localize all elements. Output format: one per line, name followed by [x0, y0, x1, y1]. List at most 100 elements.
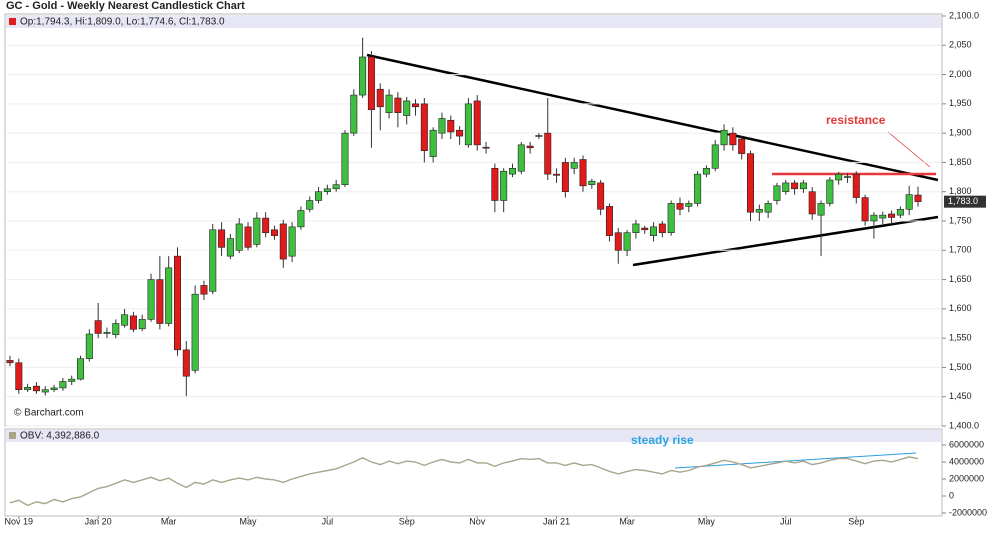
candle-body — [332, 184, 340, 190]
candle-body — [24, 387, 32, 390]
source: © Barchart.com — [14, 408, 84, 419]
candle-body — [535, 135, 543, 137]
candle-body — [200, 285, 208, 295]
candle-body — [597, 182, 605, 210]
candle-body — [350, 94, 358, 134]
y-tick-label: 6000000 — [949, 439, 984, 449]
candle-body — [235, 223, 243, 251]
x-tick-label: May — [698, 516, 716, 526]
candle-body — [764, 203, 772, 213]
candle-body — [59, 381, 67, 389]
candle-body — [632, 223, 640, 234]
candle-body — [711, 144, 719, 169]
candle-body — [94, 320, 102, 334]
candle-body — [685, 203, 693, 207]
candle-body — [253, 217, 261, 245]
candle-body — [323, 188, 331, 193]
candle-body — [218, 229, 226, 248]
y-tick-label: 4000000 — [949, 456, 984, 466]
candle-body — [747, 153, 755, 213]
candle-body — [279, 223, 287, 260]
candle-body — [15, 362, 23, 390]
y-tick-label: 1,900 — [949, 128, 972, 138]
candle-body — [614, 232, 622, 251]
candle-body — [702, 167, 710, 175]
candle-body — [385, 94, 393, 113]
y-tick-label: 1,650 — [949, 274, 972, 284]
rise-line — [674, 452, 917, 469]
legend-swatch — [9, 18, 16, 25]
candle-body — [588, 180, 596, 185]
candle-body — [394, 97, 402, 113]
y-tick-label: 2,000 — [949, 69, 972, 79]
candle-body — [870, 214, 878, 222]
candle-body — [367, 56, 375, 111]
candle-body — [129, 315, 137, 330]
x-tick-label: Mar — [161, 516, 177, 526]
x-tick-label: Nov 19 — [5, 516, 34, 526]
candle-body — [482, 146, 490, 149]
candle-body — [262, 217, 270, 234]
annotation: resistance — [826, 113, 886, 127]
x-tick-label: Jul — [322, 516, 334, 526]
candle-body — [799, 182, 807, 190]
candle-body — [447, 119, 455, 133]
x-tick-label: Sep — [399, 516, 415, 526]
candle-body — [773, 185, 781, 201]
y-tick-label: 1,600 — [949, 303, 972, 313]
candle-body — [667, 203, 675, 234]
annotations: resistance steady rise — [366, 53, 939, 469]
candle-body — [209, 229, 217, 292]
candle-body — [315, 191, 323, 201]
y-tick-label: 2,050 — [949, 40, 972, 50]
candle-body — [905, 194, 913, 210]
candle-body — [517, 144, 525, 172]
candle-body — [605, 206, 613, 236]
candle-body — [403, 100, 411, 116]
y-tick-label: 1,400.0 — [949, 420, 979, 430]
y-tick-label: 1,950 — [949, 98, 972, 108]
candle-body — [376, 88, 384, 108]
candle-body — [491, 167, 499, 201]
price-panel — [4, 13, 943, 427]
candle-body — [650, 226, 658, 236]
candle-body — [173, 255, 181, 351]
y-tick-label: 0 — [949, 490, 954, 500]
legend-text: Op:1,794.3, Hi:1,809.0, Lo:1,774.6, Cl:1… — [20, 17, 225, 28]
candle-body — [226, 238, 234, 257]
candle-body — [826, 179, 834, 204]
candle-body — [288, 226, 296, 257]
candle-body — [570, 162, 578, 169]
candle-body — [41, 389, 49, 393]
candle-body — [835, 173, 843, 181]
annotation: steady rise — [631, 433, 694, 447]
candle-body — [341, 132, 349, 185]
candle-body — [808, 191, 816, 215]
y-tick-label: 1,750 — [949, 215, 972, 225]
candle-body — [182, 349, 190, 377]
candle-body — [165, 267, 173, 324]
y-tick-label: 1,450 — [949, 391, 972, 401]
candle-body — [791, 182, 799, 190]
candle-body — [438, 118, 446, 134]
y-tick-label: 1,700 — [949, 245, 972, 255]
y-tick-label: 2,100.0 — [949, 10, 979, 20]
candle-body — [306, 200, 314, 210]
candle-body — [508, 167, 516, 175]
candle-body — [738, 138, 746, 154]
candle-body — [297, 210, 305, 228]
candle-body — [121, 314, 129, 326]
candle-body — [817, 203, 825, 216]
x-tick-label: Sep — [848, 516, 864, 526]
y-tick-label: 1,550 — [949, 333, 972, 343]
candle-body — [843, 176, 851, 178]
candle-body — [156, 279, 164, 324]
chart-title: GC - Gold - Weekly Nearest Candlestick C… — [6, 0, 245, 12]
candle-body — [694, 173, 702, 204]
x-tick-label: Jul — [780, 516, 792, 526]
trend-line — [632, 215, 939, 267]
candle-body — [782, 182, 790, 193]
obv-swatch — [9, 432, 16, 439]
